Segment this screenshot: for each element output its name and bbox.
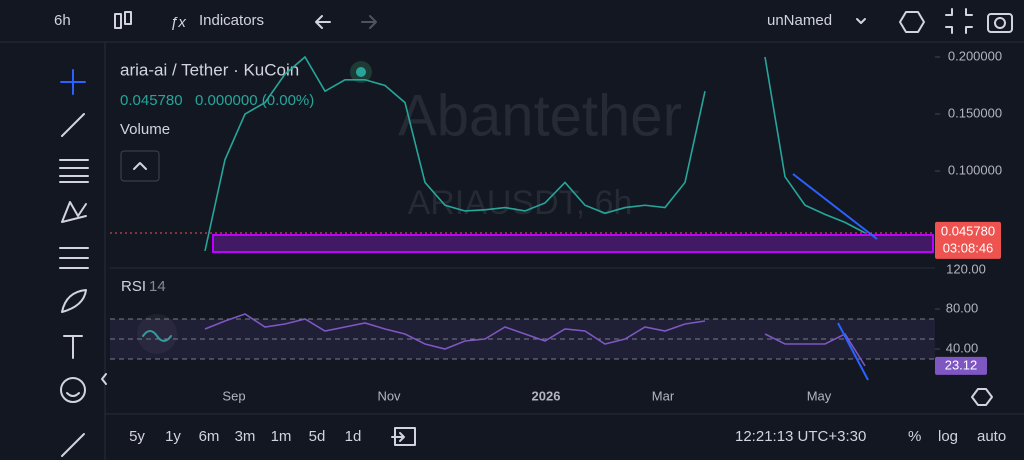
projection-tool[interactable] xyxy=(59,247,89,269)
rsi-band xyxy=(110,319,935,359)
price-line xyxy=(204,55,866,252)
range-button[interactable]: 1m xyxy=(271,428,292,445)
rsi-length: 14 xyxy=(149,278,166,295)
rsi-logo xyxy=(142,330,172,342)
range-button[interactable]: 5y xyxy=(129,428,145,445)
last-price-badge xyxy=(935,221,1001,259)
text-tool[interactable] xyxy=(63,335,83,359)
trend-line[interactable] xyxy=(792,173,878,240)
indicators-button[interactable]: Indicators xyxy=(199,12,264,29)
range-button[interactable]: 6m xyxy=(199,428,220,445)
auto-toggle[interactable]: auto xyxy=(977,428,1006,445)
ruler-tool[interactable] xyxy=(61,433,85,457)
legend-change: 0.000000 (0.00%) xyxy=(195,92,314,109)
range-button[interactable]: 1d xyxy=(345,428,362,445)
percent-toggle[interactable]: % xyxy=(908,428,921,445)
rsi-title: RSI xyxy=(121,278,146,295)
drawing-toolbar xyxy=(59,69,107,457)
brush-tool[interactable] xyxy=(61,289,87,313)
axis-settings[interactable] xyxy=(971,388,993,406)
fullscreen-icon[interactable] xyxy=(945,8,973,34)
collapse-arrow xyxy=(133,162,147,170)
rsi-line xyxy=(204,313,866,367)
range-button[interactable]: 1y xyxy=(165,428,181,445)
range-button[interactable]: 5d xyxy=(309,428,326,445)
last-price-label: 0.045780 xyxy=(941,223,995,238)
range-button[interactable]: 3m xyxy=(235,428,256,445)
symbol-title: aria-ai / Tether · KuCoin xyxy=(120,60,299,79)
interval-button[interactable]: 6h xyxy=(54,12,71,29)
rsi-tick-label: 80.00 xyxy=(946,300,979,315)
collapse-legend[interactable] xyxy=(120,150,160,182)
trendline-tool[interactable] xyxy=(61,113,85,137)
time-label: May xyxy=(807,388,832,403)
market-status xyxy=(356,67,366,77)
price-tick-label: 0.150000 xyxy=(948,105,1002,120)
volume-label: Volume xyxy=(120,121,170,138)
time-label: Mar xyxy=(652,388,675,403)
clock[interactable]: 12:21:13 UTC+3:30 xyxy=(735,428,866,445)
log-toggle[interactable]: log xyxy=(938,428,958,445)
fib-tool[interactable] xyxy=(59,159,89,183)
range-buttons: 5y 1y 6m 3m 1m 5d 1d xyxy=(129,428,361,445)
rsi-last-label: 23.12 xyxy=(945,357,978,372)
volume-axis-label: 120.00 xyxy=(946,261,986,276)
indicators-icon[interactable]: ƒx xyxy=(170,14,186,31)
legend-price: 0.045780 xyxy=(120,92,183,109)
price-tick-label: 0.200000 xyxy=(948,48,1002,63)
rsi-trend-line xyxy=(837,322,869,381)
time-label: Nov xyxy=(377,388,401,403)
chart-type-icon[interactable] xyxy=(114,11,132,29)
countdown: 03:08:46 xyxy=(943,240,994,255)
watermark-brand: Abantether xyxy=(398,83,682,148)
watermark-symbol: ARIAUSDT, 6h xyxy=(408,184,633,222)
time-label: Sep xyxy=(222,388,245,403)
rsi-logo-bg xyxy=(137,314,177,354)
layout-dropdown[interactable] xyxy=(856,18,866,24)
screenshot-icon[interactable] xyxy=(987,13,1013,33)
redo-icon[interactable] xyxy=(361,15,377,29)
settings-icon[interactable] xyxy=(899,11,925,33)
undo-icon[interactable] xyxy=(315,15,331,29)
rsi-tick-label: 40.00 xyxy=(946,340,979,355)
rsi-last-badge xyxy=(935,356,987,375)
layout-name[interactable]: unNamed xyxy=(767,12,832,29)
icon-tool[interactable] xyxy=(60,377,86,403)
price-tick-label: 0.100000 xyxy=(948,162,1002,177)
zone-rectangle[interactable] xyxy=(212,234,934,253)
pattern-tool[interactable] xyxy=(61,201,87,223)
crosshair-tool[interactable] xyxy=(60,69,86,95)
time-label: 2026 xyxy=(532,388,561,403)
collapse-toolbar[interactable] xyxy=(101,373,107,385)
goto-date-icon[interactable] xyxy=(391,427,416,446)
